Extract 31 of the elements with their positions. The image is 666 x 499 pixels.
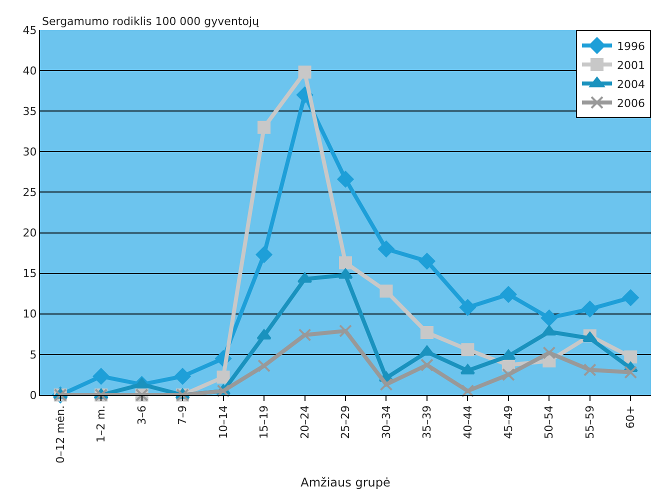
y-axis-title: Sergamumo rodiklis 100 000 gyventojų [42, 15, 260, 28]
x-tick-label: 20–24 [298, 405, 312, 439]
y-tick-label: 5 [30, 348, 37, 362]
x-axis-title: Amžiaus grupė [300, 475, 390, 490]
x-tick-label: 25–29 [339, 405, 352, 439]
x-tick-label: 0–12 mėn. [54, 405, 67, 464]
x-tick-label: 3–6 [135, 405, 148, 425]
legend-label: 2004 [617, 78, 645, 91]
x-tick-label: 55–59 [583, 405, 596, 439]
y-tick-label: 40 [22, 64, 37, 78]
y-tick-label: 20 [22, 226, 37, 240]
x-tick-label: 45–49 [502, 405, 516, 439]
y-tick-label: 0 [30, 388, 37, 402]
y-tick-label: 25 [22, 186, 37, 200]
x-tick-label: 40–44 [461, 405, 474, 439]
x-tick-label: 7–9 [176, 405, 190, 425]
x-tick-label: 10–14 [216, 405, 230, 439]
legend-label: 2006 [617, 96, 645, 110]
y-tick-label: 15 [22, 267, 37, 280]
x-tick-label: 30–34 [380, 405, 393, 439]
x-tick-label: 15–19 [258, 405, 271, 439]
y-tick-label: 35 [22, 104, 37, 118]
y-tick-label: 45 [22, 24, 37, 37]
x-tick-label: 50–54 [542, 405, 556, 439]
x-tick-label: 1–2 m. [94, 405, 108, 443]
x-tick-label: 60+ [624, 405, 638, 429]
legend-label: 2001 [617, 58, 645, 72]
legend-label: 1996 [617, 40, 645, 53]
y-tick-label: 30 [22, 146, 37, 159]
y-tick-label: 10 [22, 308, 37, 321]
x-tick-label: 35–39 [420, 405, 434, 439]
